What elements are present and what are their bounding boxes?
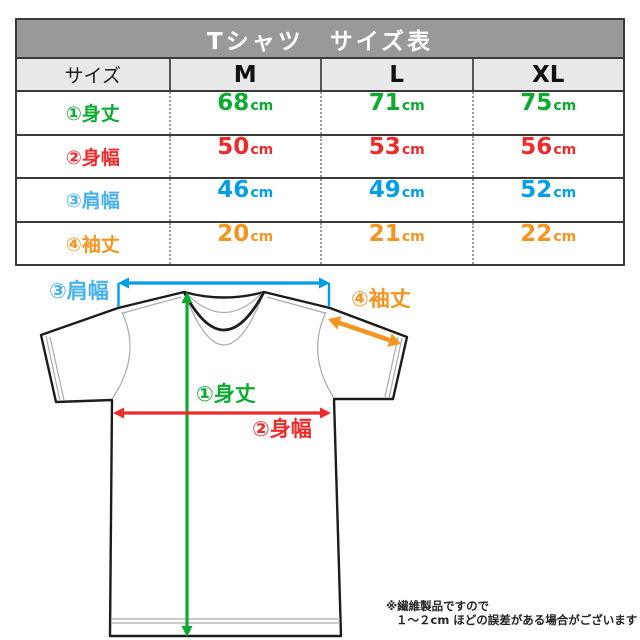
note-line-2: １～２cm ほどの誤差がある場合がございます (396, 612, 638, 627)
cell-value: 52 cm (471, 179, 624, 221)
cell-value: 71 cm (320, 92, 472, 134)
table-row-body-width: ②身幅 50 cm 53 cm 56 cm (17, 133, 624, 177)
tshirt-outline (39, 290, 409, 638)
sleeve-length-arrow (328, 316, 401, 347)
cell-value: 50 cm (168, 135, 321, 177)
col-header-m: M (168, 59, 321, 90)
body-width-arrow (113, 407, 331, 419)
row-label: ②身幅 (65, 146, 120, 169)
cell-value: 22 cm (471, 222, 624, 264)
col-header-l: L (320, 59, 472, 90)
cell-value: 46 cm (168, 179, 321, 221)
table-header-row: サイズ M L XL (17, 57, 623, 90)
table-row-sleeve-length: ④袖丈 20 cm 21 cm 22 cm (17, 220, 624, 264)
label-body-width: ②身幅 (252, 417, 312, 441)
size-table: Tシャツ サイズ表 サイズ M L XL ①身丈 68 cm 71 cm 75 cm … (15, 18, 625, 266)
row-label: ③肩幅 (65, 190, 120, 213)
col-header-xl: XL (471, 59, 624, 90)
label-body-length: ①身丈 (196, 382, 256, 406)
disclaimer-note: ※繊維製品ですので １～２cm ほどの誤差がある場合がございます (386, 599, 638, 627)
cell-value: 20 cm (168, 222, 321, 264)
note-line-1: ※繊維製品ですので (386, 599, 490, 613)
page-title: Tシャツ サイズ表 (207, 28, 433, 55)
table-row-body-length: ①身丈 68 cm 71 cm 75 cm (17, 90, 623, 134)
cell-value: 53 cm (320, 135, 472, 177)
cell-value: 68 cm (168, 92, 321, 134)
cell-value: 21 cm (320, 222, 472, 264)
table-title-row: Tシャツ サイズ表 (17, 20, 623, 57)
shoulder-width-arrow (117, 277, 331, 307)
col-header-size: サイズ (64, 65, 121, 87)
cell-value: 56 cm (471, 135, 624, 177)
body-length-arrow (181, 292, 193, 637)
row-label: ④袖丈 (65, 233, 120, 256)
table-row-shoulder-width: ③肩幅 46 cm 49 cm 52 cm (17, 177, 623, 221)
cell-value: 49 cm (320, 179, 472, 221)
row-label: ①身丈 (65, 103, 120, 126)
label-sleeve-length: ④袖丈 (351, 287, 411, 311)
cell-value: 75 cm (471, 92, 624, 134)
label-shoulder-width: ③肩幅 (49, 279, 109, 303)
